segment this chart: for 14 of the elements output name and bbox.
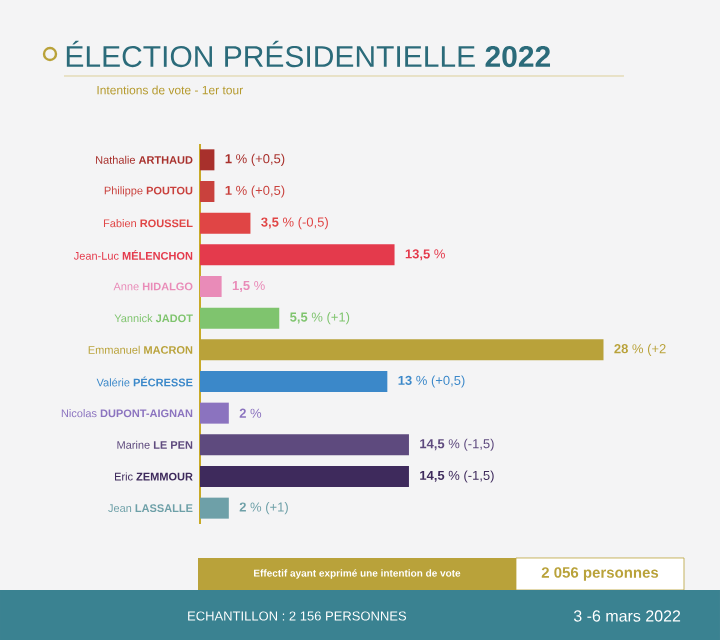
bar (200, 212, 251, 234)
bar (200, 339, 604, 361)
bar (200, 497, 229, 519)
bar (200, 465, 409, 487)
bar (200, 180, 215, 202)
bar (200, 434, 409, 456)
text: 3 -6 mars 2022 (573, 610, 681, 622)
bar (200, 149, 215, 171)
chart-title: ÉLECTION PRÉSIDENTIELLE 2022 (66, 40, 551, 68)
bar (200, 370, 388, 392)
bar (200, 307, 280, 329)
bar (200, 275, 222, 297)
bar (200, 244, 395, 266)
bar (200, 402, 229, 424)
